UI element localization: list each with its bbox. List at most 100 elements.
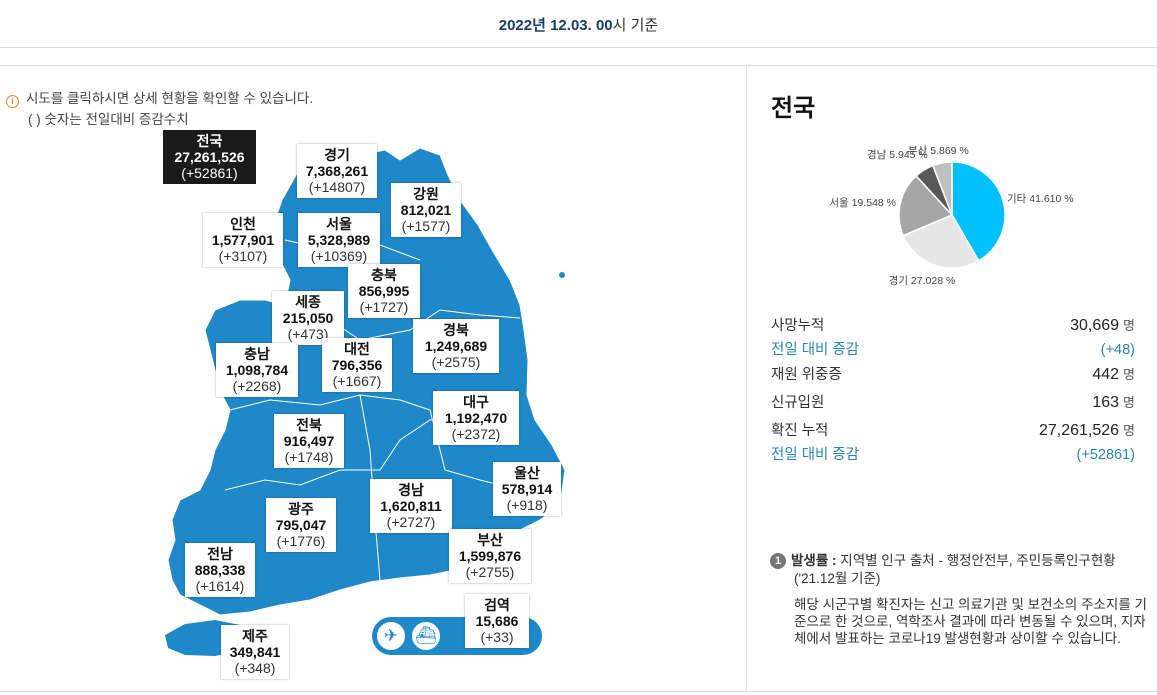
stat-label: 확진 누적	[771, 423, 829, 439]
stat-row-confirmed-diff: 전일 대비 증감 (+52861)	[771, 444, 1135, 466]
region-seoul[interactable]: 서울 5,328,989 (+10369)	[298, 213, 380, 267]
note-body: 해당 시군구별 확진자는 신고 의료기관 및 보건소의 주소지를 기준으로 한 …	[794, 597, 1147, 646]
region-name: 전국	[196, 133, 223, 149]
region-daejeon[interactable]: 대전 796,356 (+1667)	[322, 338, 392, 392]
region-national[interactable]: 전국 27,261,526 (+52861)	[163, 130, 256, 184]
note-title: 발생률 :	[791, 553, 837, 568]
region-name: 광주	[288, 501, 314, 517]
stat-value: 163 명	[1092, 394, 1135, 411]
region-total: 795,047	[275, 517, 327, 533]
region-incheon[interactable]: 인천 1,577,901 (+3107)	[203, 213, 283, 267]
guide-note: ( ) 숫자는 전일대비 증감수치	[28, 112, 189, 127]
note-number-badge: 1	[770, 553, 786, 569]
reference-date: 2022년 12.03. 00시 기준	[498, 17, 659, 34]
stat-label: 사망누적	[771, 318, 825, 334]
region-gwangju[interactable]: 광주 795,047 (+1776)	[266, 498, 336, 552]
region-sejong[interactable]: 세종 215,050 (+473)	[272, 291, 344, 345]
stat-row-confirmed: 확진 누적 27,261,526 명	[771, 420, 1135, 442]
info-icon: i	[6, 95, 19, 108]
region-name: 대전	[344, 341, 370, 357]
region-total: 349,841	[229, 644, 281, 660]
region-total: 1,192,470	[444, 410, 508, 426]
region-name: 제주	[242, 628, 268, 644]
region-gangwon[interactable]: 강원 812,021 (+1577)	[391, 183, 461, 237]
pie-slice-label: 부산 5.869 %	[908, 145, 969, 157]
border-line	[229, 394, 431, 411]
region-name: 강원	[413, 186, 439, 202]
region-name: 경기	[324, 147, 350, 163]
stat-value: 442 명	[1092, 366, 1135, 383]
main-panel	[0, 65, 1157, 692]
region-jeju[interactable]: 제주 349,841 (+348)	[221, 625, 289, 679]
region-daegu[interactable]: 대구 1,192,470 (+2372)	[433, 391, 519, 445]
region-diff: (+52861)	[181, 165, 238, 181]
incidence-note: 1 발생률 : 지역별 인구 출처 - 행정안전부, 주민등록인구현황 ('21.…	[770, 552, 1150, 647]
region-total: 812,021	[400, 202, 452, 218]
region-diff: (+2755)	[465, 564, 515, 580]
stat-label: 전일 대비 증감	[771, 342, 860, 358]
region-diff: (+2727)	[386, 514, 436, 530]
region-gyeongbuk[interactable]: 경북 1,249,689 (+2575)	[413, 319, 499, 373]
panel-divider	[746, 66, 747, 692]
region-diff: (+1614)	[195, 578, 245, 594]
region-name: 서울	[326, 216, 352, 232]
region-name: 부산	[477, 532, 503, 548]
region-name: 세종	[295, 294, 321, 310]
stat-label: 신규입원	[771, 395, 825, 411]
stat-label: 전일 대비 증감	[771, 447, 860, 463]
region-total: 27,261,526	[174, 149, 245, 165]
region-total: 215,050	[282, 310, 334, 326]
summary-title: 전국	[771, 95, 816, 122]
stat-value: 27,261,526 명	[1038, 422, 1135, 439]
region-total: 5,328,989	[307, 232, 371, 248]
share-pie-chart: 기타 41.610 % 경기 27.028 % 서울 19.548 % 경남 5.94…	[829, 145, 1074, 287]
region-name: 경남	[398, 482, 424, 498]
region-name: 울산	[514, 465, 540, 481]
region-chungbuk[interactable]: 충북 856,995 (+1727)	[348, 264, 420, 318]
pie-slice-label: 서울 19.548 %	[829, 197, 896, 209]
region-chungnam[interactable]: 충남 1,098,784 (+2268)	[216, 343, 298, 397]
region-diff: (+2575)	[431, 354, 481, 370]
region-diff: (+1577)	[401, 218, 451, 234]
region-total: 916,497	[283, 433, 335, 449]
region-total: 1,620,811	[380, 498, 442, 514]
pie-slice[interactable]	[898, 174, 954, 237]
region-diff: (+348)	[234, 660, 276, 676]
region-ulsan[interactable]: 울산 578,914 (+918)	[493, 462, 561, 516]
header-bar: 2022년 12.03. 00시 기준	[0, 0, 1157, 48]
region-diff: (+1748)	[284, 449, 334, 465]
region-name: 충북	[371, 267, 397, 283]
note-source-date: ('21.12월 기준)	[794, 571, 881, 586]
region-busan[interactable]: 부산 1,599,876 (+2755)	[449, 529, 531, 583]
airplane-icon[interactable]: ✈	[375, 620, 407, 652]
note-source: 지역별 인구 출처 - 행정안전부, 주민등록인구현황	[840, 553, 1116, 568]
region-diff: (+1667)	[332, 373, 382, 389]
pie-slice-label: 기타 41.610 %	[1007, 193, 1074, 205]
stat-row-deaths-diff: 전일 대비 증감 (+48)	[771, 339, 1135, 361]
region-total: 856,995	[358, 283, 410, 299]
pie-slice[interactable]	[951, 161, 1006, 262]
map-guide: i 시도를 클릭하시면 상세 현황을 확인할 수 있습니다. ( ) 숫자는 전일…	[6, 88, 313, 130]
region-gyeonggi[interactable]: 경기 7,368,261 (+14807)	[297, 144, 377, 198]
region-total: 1,098,784	[225, 362, 289, 378]
ulleung-map-shape[interactable]	[559, 272, 565, 278]
region-name: 전남	[207, 546, 233, 562]
region-diff: (+10369)	[310, 248, 368, 264]
region-jeonnam[interactable]: 전남 888,338 (+1614)	[185, 543, 255, 597]
stat-row-admitted: 신규입원 163 명	[771, 392, 1135, 414]
guide-text: 시도를 클릭하시면 상세 현황을 확인할 수 있습니다.	[26, 91, 314, 106]
region-name: 경북	[443, 322, 469, 338]
region-diff: (+3107)	[218, 248, 268, 264]
region-name: 대구	[463, 394, 489, 410]
region-total: 1,577,901	[211, 232, 275, 248]
pie-slice[interactable]	[931, 161, 953, 216]
region-gyeongnam[interactable]: 경남 1,620,811 (+2727)	[370, 479, 452, 533]
region-jeonbuk[interactable]: 전북 916,497 (+1748)	[274, 414, 344, 468]
stat-value: (+52861)	[1076, 447, 1135, 463]
region-name: 검역	[484, 597, 510, 613]
region-name: 인천	[230, 216, 256, 232]
region-quarantine[interactable]: 검역 15,686 (+33)	[465, 594, 529, 648]
ship-icon[interactable]: ⛴	[410, 620, 442, 652]
region-total: 15,686	[475, 613, 519, 629]
region-diff: (+2372)	[451, 426, 501, 442]
